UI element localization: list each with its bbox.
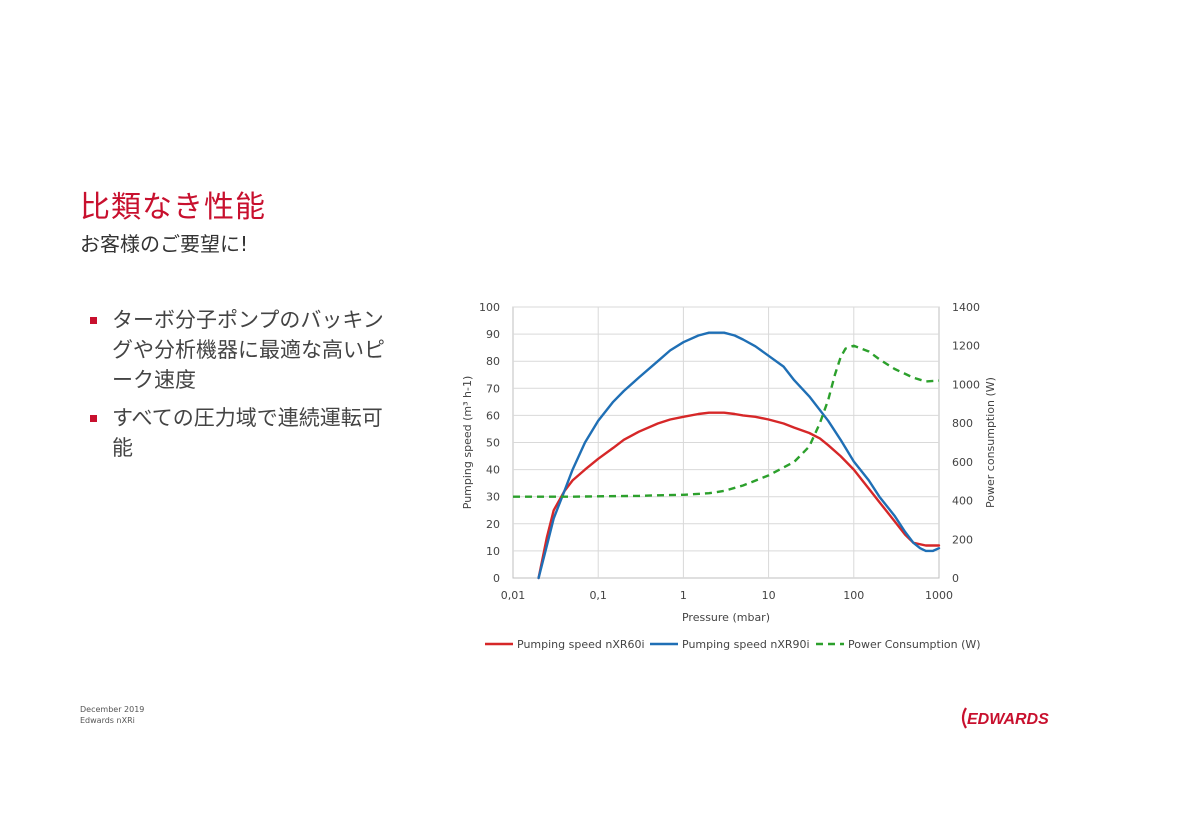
y-tick-label: 20 [486, 518, 500, 531]
y-tick-label: 30 [486, 491, 500, 504]
y2-tick-label: 600 [952, 456, 973, 469]
y2-tick-label: 200 [952, 533, 973, 546]
y-tick-label: 50 [486, 437, 500, 450]
bullet-text: ターボ分子ポンプのバッキングや分析機器に最適な高いピーク速度 [112, 308, 385, 392]
bullet-item: ターボ分子ポンプのバッキングや分析機器に最適な高いピーク速度 [88, 305, 398, 395]
y-axis-label: Pumping speed (m³ h-1) [461, 376, 474, 510]
pumping-speed-chart: 0 10 20 30 40 50 60 70 80 90 100 0,01 0,1 1 10 100 1000 0… [461, 301, 997, 651]
footer-date: December 2019 [80, 705, 145, 714]
edwards-logo: EDWARDS [961, 707, 1049, 729]
bullet-text: すべての圧力域で連続運転可能 [112, 406, 383, 460]
bullet-list: ターボ分子ポンプのバッキングや分析機器に最適な高いピーク速度 すべての圧力域で連… [88, 305, 398, 471]
y-tick-label: 60 [486, 409, 500, 422]
series-line-1 [537, 411, 941, 580]
x-tick-label: 1000 [925, 589, 953, 602]
y2-tick-label: 1000 [952, 378, 980, 391]
legend-label-3: Power Consumption (W) [848, 638, 981, 651]
footer: December 2019 Edwards nXRi [80, 704, 144, 726]
legend-label-1: Pumping speed nXR60i [517, 638, 645, 651]
y-tick-label: 100 [479, 301, 500, 314]
slide-title: 比類なき性能 [80, 190, 266, 225]
y-tick-label: 80 [486, 355, 500, 368]
y2-tick-label: 1200 [952, 340, 980, 353]
y-tick-label: 90 [486, 328, 500, 341]
svg-text:EDWARDS: EDWARDS [967, 711, 1049, 728]
footer-product: Edwards nXRi [80, 716, 135, 725]
x-tick-label: 10 [762, 589, 776, 602]
bullet-square-icon [90, 415, 97, 422]
x-tick-label: 0,1 [589, 589, 607, 602]
x-tick-label: 1 [680, 589, 687, 602]
x-axis-label: Pressure (mbar) [682, 611, 770, 624]
y2-tick-label: 800 [952, 417, 973, 430]
y-tick-label: 10 [486, 545, 500, 558]
x-tick-label: 100 [843, 589, 864, 602]
y-tick-label: 0 [493, 572, 500, 585]
legend-label-2: Pumping speed nXR90i [682, 638, 810, 651]
x-tick-label: 0,01 [501, 589, 526, 602]
y-tick-label: 40 [486, 464, 500, 477]
y2-tick-label: 0 [952, 572, 959, 585]
y2-tick-label: 1400 [952, 301, 980, 314]
y2-tick-label: 400 [952, 495, 973, 508]
series-line-2 [537, 331, 941, 580]
y-tick-label: 70 [486, 382, 500, 395]
bullet-square-icon [90, 317, 97, 324]
y2-axis-label: Power consumption (W) [984, 377, 997, 508]
slide-subtitle: お客様のご要望に! [80, 232, 249, 256]
bullet-item: すべての圧力域で連続運転可能 [88, 403, 398, 463]
